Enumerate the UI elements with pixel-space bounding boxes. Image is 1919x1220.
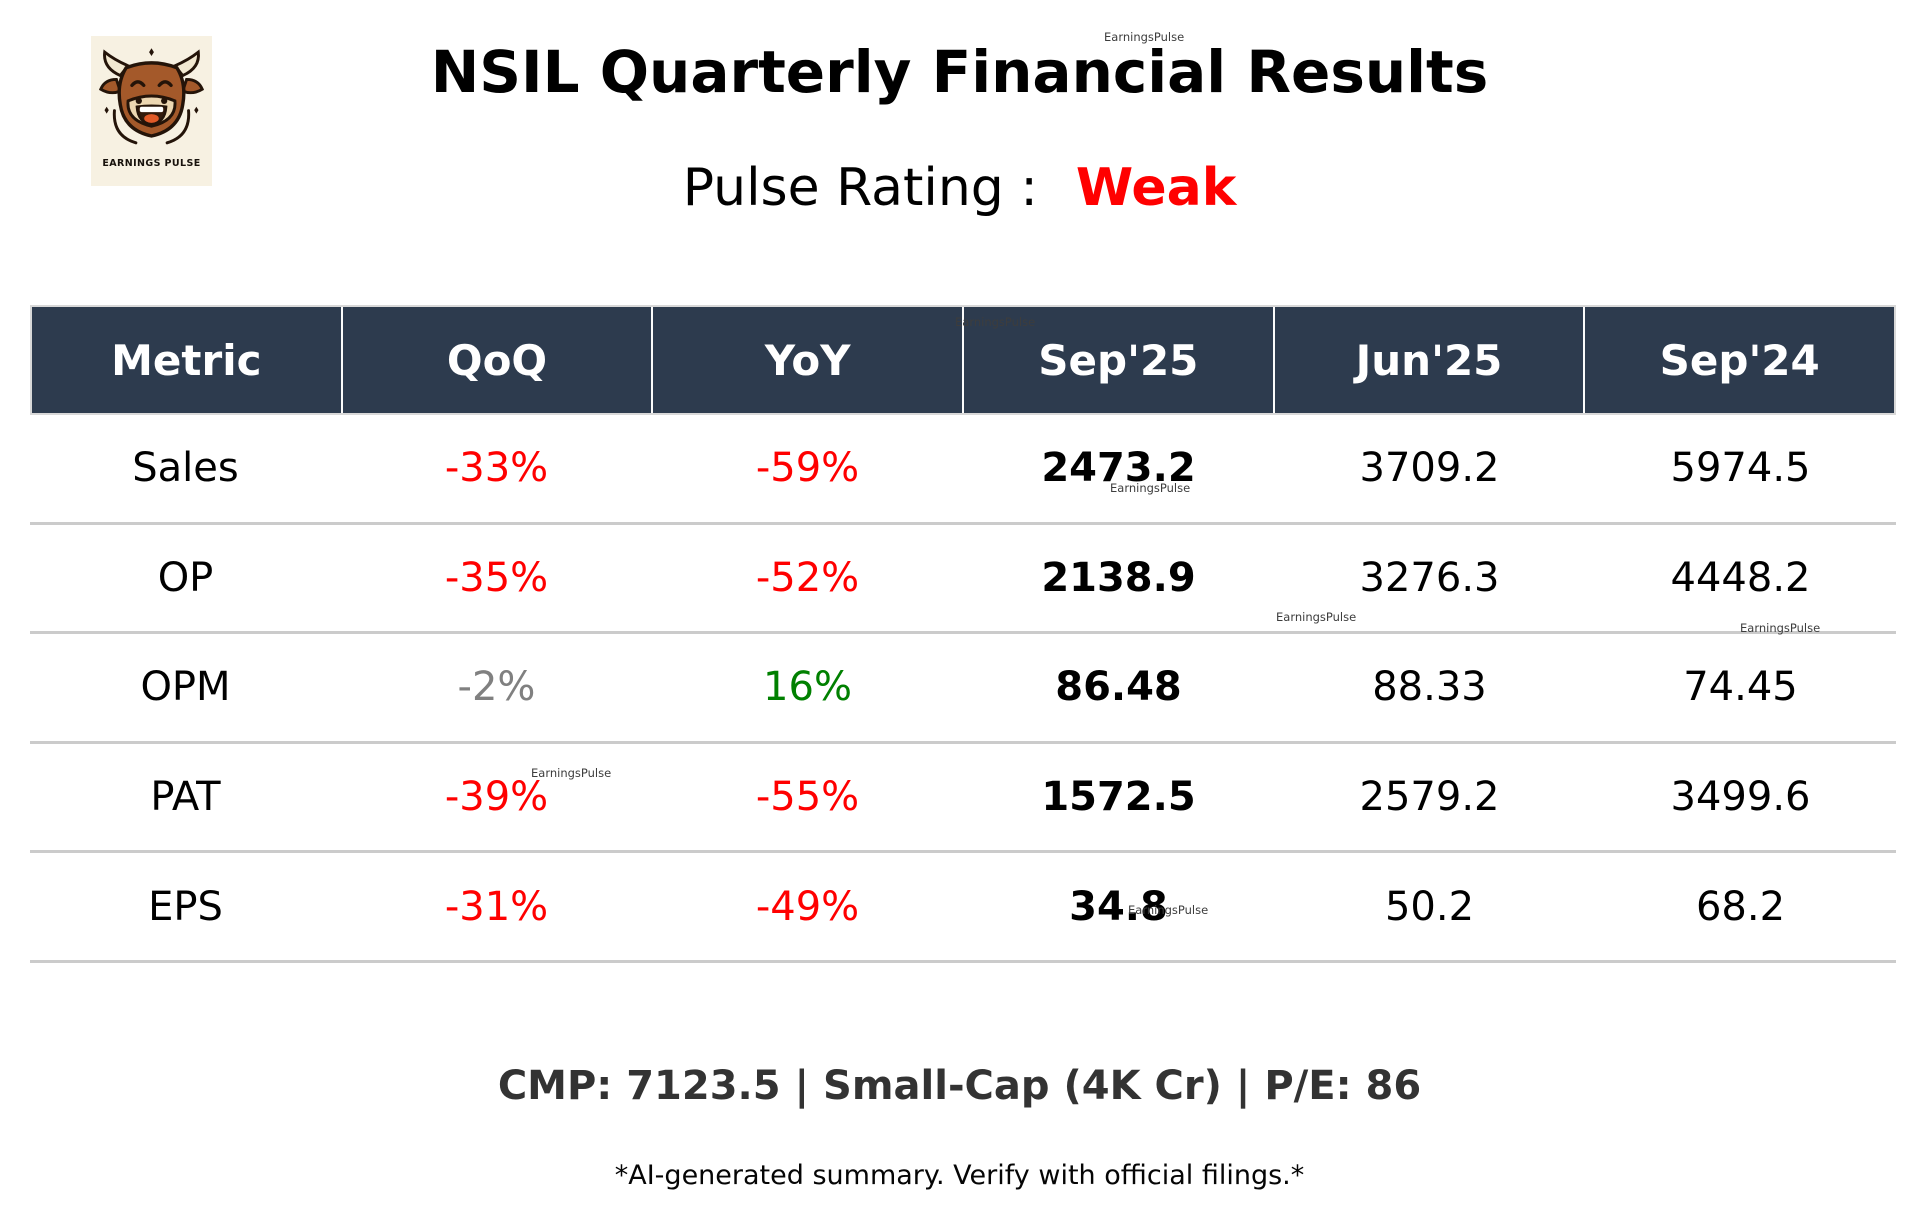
quarterly-results-table: Metric QoQ YoY Sep'25 Jun'25 Sep'24 Sale… — [30, 305, 1896, 963]
table-row: OP -35% -52% 2138.9 3276.3 4448.2 — [30, 525, 1896, 635]
qoq-value: -31% — [444, 883, 549, 930]
qoq-value: -39% — [444, 774, 549, 821]
jun25-value: 2579.2 — [1359, 774, 1500, 821]
column-header-sep25: Sep'25 — [962, 307, 1273, 413]
yoy-value: -59% — [755, 445, 860, 492]
qoq-value: -33% — [444, 445, 549, 492]
bull-icon — [98, 48, 205, 145]
cmp-summary-line: CMP: 7123.5 | Small-Cap (4K Cr) | P/E: 8… — [497, 1063, 1422, 1109]
yoy-value: -49% — [755, 883, 860, 930]
sep24-value: 3499.6 — [1670, 774, 1811, 821]
earningspulse-watermark: EarningsPulse — [1276, 610, 1357, 624]
earnings-pulse-logo: EARNINGS PULSE — [91, 36, 212, 186]
metric-label: EPS — [148, 883, 223, 930]
table-row: OPM -2% 16% 86.48 88.33 74.45 — [30, 634, 1896, 744]
column-header-qoq: QoQ — [340, 307, 652, 413]
table-row: Sales -33% -59% 2473.2 3709.2 5974.5 — [30, 415, 1896, 525]
yoy-value: -55% — [755, 774, 860, 821]
metric-label: OP — [157, 554, 214, 601]
jun25-value: 3276.3 — [1359, 554, 1500, 601]
jun25-value: 3709.2 — [1359, 445, 1500, 492]
qoq-value: -35% — [444, 554, 549, 601]
sep25-value: 34.8 — [1069, 883, 1168, 930]
table-row: EPS -31% -49% 34.8 50.2 68.2 — [30, 853, 1896, 963]
table-header-row: Metric QoQ YoY Sep'25 Jun'25 Sep'24 — [30, 305, 1896, 415]
column-header-sep24: Sep'24 — [1583, 307, 1894, 413]
sep24-value: 4448.2 — [1670, 554, 1811, 601]
earningspulse-watermark: EarningsPulse — [1110, 481, 1191, 495]
earningspulse-watermark: EarningsPulse — [955, 315, 1036, 329]
pulse-rating-value: Weak — [1075, 158, 1237, 218]
metric-label: PAT — [150, 774, 221, 821]
qoq-value: -2% — [457, 664, 536, 711]
jun25-value: 88.33 — [1372, 664, 1487, 711]
metric-label: OPM — [140, 664, 231, 711]
pulse-rating-label: Pulse Rating : — [682, 158, 1038, 218]
column-header-metric: Metric — [111, 335, 262, 385]
earningspulse-watermark: EarningsPulse — [531, 766, 612, 780]
disclaimer-note: *AI-generated summary. Verify with offic… — [614, 1160, 1305, 1191]
column-header-yoy: YoY — [651, 307, 962, 413]
sep24-value: 74.45 — [1683, 664, 1798, 711]
sep25-value: 86.48 — [1055, 664, 1182, 711]
sep25-value: 2138.9 — [1041, 554, 1196, 601]
earningspulse-watermark: EarningsPulse — [1128, 903, 1209, 917]
earningspulse-watermark: EarningsPulse — [1104, 30, 1185, 44]
sep25-value: 2473.2 — [1041, 445, 1196, 492]
pulse-rating: Pulse Rating : Weak — [0, 158, 1919, 218]
logo-wordmark: EARNINGS PULSE — [102, 158, 201, 169]
yoy-value: 16% — [763, 664, 852, 711]
yoy-value: -52% — [755, 554, 860, 601]
column-header-jun25: Jun'25 — [1272, 307, 1584, 413]
sep25-value: 1572.5 — [1041, 774, 1196, 821]
page-title: NSIL Quarterly Financial Results — [430, 38, 1489, 106]
table-row: PAT -39% -55% 1572.5 2579.2 3499.6 — [30, 744, 1896, 854]
sep24-value: 68.2 — [1695, 883, 1786, 930]
sep24-value: 5974.5 — [1670, 445, 1811, 492]
metric-label: Sales — [132, 445, 239, 492]
earningspulse-watermark: EarningsPulse — [1740, 621, 1821, 635]
jun25-value: 50.2 — [1384, 883, 1475, 930]
